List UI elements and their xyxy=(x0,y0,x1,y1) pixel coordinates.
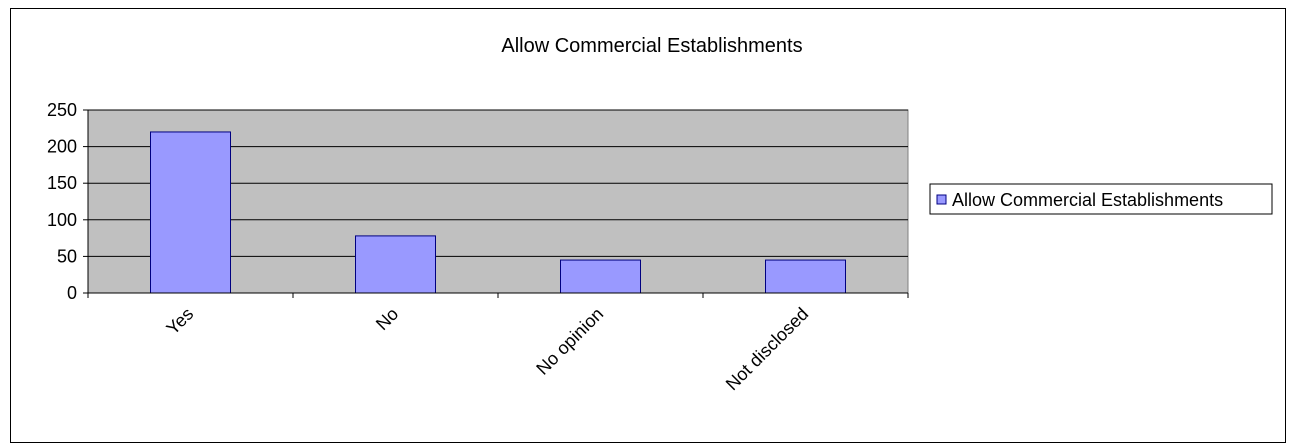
bar-no-opinion xyxy=(560,259,641,294)
y-tick-label: 200 xyxy=(47,137,77,157)
bars xyxy=(150,131,846,294)
legend-box xyxy=(929,183,1273,215)
bar-yes xyxy=(150,131,231,294)
chart-title: Allow Commercial Establishments xyxy=(501,35,802,57)
y-tick-label: 100 xyxy=(47,210,77,230)
x-axis-ticks: Yes No No opinion Not disclosed xyxy=(87,293,909,395)
legend-swatch xyxy=(936,194,947,205)
x-tick-label: No xyxy=(372,304,402,334)
y-tick-label: 0 xyxy=(67,283,77,303)
legend: Allow Commercial Establishments xyxy=(929,183,1273,215)
legend-label: Allow Commercial Establishments xyxy=(952,190,1223,210)
bar-no xyxy=(355,235,436,294)
bar-not-disclosed xyxy=(765,259,846,294)
y-axis-ticks: 0 50 100 150 200 250 xyxy=(47,100,88,303)
y-tick-label: 150 xyxy=(47,173,77,193)
y-tick-label: 50 xyxy=(57,246,77,266)
x-tick-label: Not disclosed xyxy=(722,304,813,395)
y-tick-label: 250 xyxy=(47,100,77,120)
x-tick-label: No opinion xyxy=(532,304,607,379)
x-tick-label: Yes xyxy=(162,304,197,339)
